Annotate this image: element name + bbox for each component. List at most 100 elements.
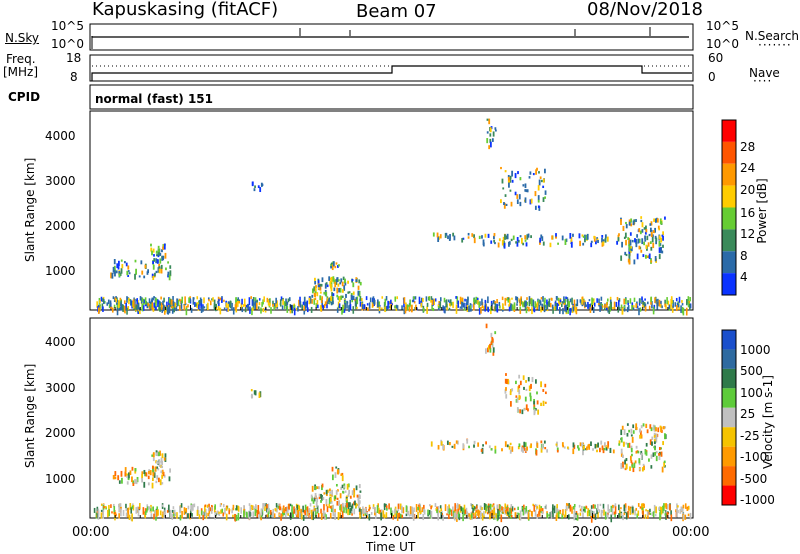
power-cell bbox=[113, 269, 116, 274]
velocity-cell bbox=[490, 342, 493, 345]
velocity-cell bbox=[398, 512, 400, 518]
velocity-cell bbox=[122, 510, 125, 516]
power-cell bbox=[390, 299, 392, 305]
power-cell bbox=[582, 242, 585, 246]
velocity-cell bbox=[359, 490, 362, 493]
velocity-cell bbox=[614, 506, 617, 514]
velocity-cell bbox=[497, 514, 499, 520]
power-cell bbox=[589, 307, 592, 313]
velocity-cell bbox=[128, 472, 130, 479]
velocity-cell bbox=[155, 510, 158, 516]
velocity-cell bbox=[525, 506, 528, 513]
velocity-cell bbox=[552, 504, 554, 510]
velocity-cell bbox=[208, 510, 211, 514]
power-cell bbox=[195, 303, 197, 307]
velocity-cell bbox=[405, 505, 408, 513]
velocity-cell bbox=[179, 507, 181, 514]
velocity-cell bbox=[493, 508, 495, 516]
power-cell bbox=[525, 242, 528, 247]
power-cell bbox=[616, 296, 619, 301]
velocity-cell bbox=[485, 441, 487, 445]
velocity-cell bbox=[577, 447, 580, 451]
velocity-cell bbox=[161, 514, 164, 518]
velocity-cell bbox=[234, 513, 236, 521]
power-cell bbox=[346, 300, 348, 309]
velocity-cell bbox=[291, 504, 293, 513]
velocity-cell bbox=[689, 512, 692, 520]
power-cell bbox=[332, 293, 335, 297]
power-cell bbox=[209, 300, 212, 306]
velocity-cell bbox=[134, 479, 136, 484]
velocity-cell bbox=[307, 510, 310, 514]
power-cell bbox=[196, 296, 199, 300]
velocity-cell bbox=[281, 514, 283, 517]
power-colorbar-segment bbox=[722, 273, 736, 295]
velocity-cell bbox=[168, 504, 170, 513]
velocity-cell bbox=[569, 504, 572, 512]
velocity-cell bbox=[572, 442, 575, 448]
power-cell bbox=[639, 307, 642, 312]
power-cell bbox=[203, 306, 206, 309]
velocity-cell bbox=[579, 442, 582, 447]
velocity-cell bbox=[145, 472, 148, 477]
power-cell bbox=[361, 304, 364, 310]
power-cell bbox=[330, 263, 332, 267]
power-cell bbox=[519, 177, 522, 181]
power-colorbar-segment bbox=[722, 141, 736, 164]
power-cell bbox=[670, 304, 672, 310]
velocity-cell bbox=[235, 514, 238, 521]
velocity-cell bbox=[537, 513, 539, 517]
power-cell bbox=[321, 277, 324, 283]
power-cell bbox=[533, 306, 536, 313]
velocity-cell bbox=[405, 513, 408, 517]
velocity-cell bbox=[629, 508, 632, 515]
power-cell bbox=[338, 296, 341, 302]
power-cell bbox=[660, 237, 663, 243]
power-cell bbox=[505, 203, 508, 206]
velocity-cell bbox=[446, 513, 448, 516]
power-cb-tick-28: 28 bbox=[740, 140, 756, 154]
velocity-cell bbox=[635, 445, 638, 449]
power-cell bbox=[314, 287, 317, 292]
velocity-cell bbox=[228, 509, 231, 512]
power-cell bbox=[593, 235, 596, 239]
velocity-cell bbox=[332, 504, 334, 513]
power-cell bbox=[231, 302, 233, 307]
power-cell bbox=[422, 297, 424, 302]
power-cell bbox=[535, 169, 537, 175]
velocity-cell bbox=[655, 450, 658, 454]
velocity-cell bbox=[143, 481, 146, 488]
velocity-cell bbox=[346, 483, 349, 490]
velocity-cell bbox=[156, 461, 159, 464]
velocity-cell bbox=[392, 514, 395, 520]
velocity-cell bbox=[270, 512, 273, 516]
velocity-cell bbox=[408, 514, 411, 517]
power-cell bbox=[404, 306, 407, 314]
velocity-cell bbox=[525, 404, 528, 411]
power-cell bbox=[617, 306, 620, 313]
power-cell bbox=[207, 302, 209, 311]
velocity-cell bbox=[632, 506, 634, 513]
power-cell bbox=[126, 270, 129, 276]
power-cell bbox=[575, 307, 578, 315]
power-cell bbox=[511, 179, 514, 183]
velocity-cell bbox=[664, 503, 667, 508]
power-cell bbox=[337, 296, 340, 301]
velocity-cell bbox=[439, 505, 442, 509]
power-cell bbox=[668, 304, 671, 309]
velocity-cell bbox=[585, 505, 587, 508]
power-cell bbox=[126, 307, 128, 315]
power-cell bbox=[675, 297, 678, 302]
power-cell bbox=[332, 300, 334, 304]
velocity-cell bbox=[675, 509, 677, 513]
velocity-cell bbox=[249, 506, 252, 512]
power-cell bbox=[432, 307, 435, 312]
power-cb-tick-16: 16 bbox=[740, 206, 756, 220]
velocity-cell bbox=[453, 509, 456, 512]
power-cell bbox=[525, 307, 528, 314]
velocity-cell bbox=[250, 389, 253, 392]
velocity-cell bbox=[325, 499, 328, 505]
velocity-cell bbox=[232, 514, 234, 518]
velocity-cell bbox=[540, 440, 543, 444]
velocity-cell bbox=[489, 508, 492, 515]
